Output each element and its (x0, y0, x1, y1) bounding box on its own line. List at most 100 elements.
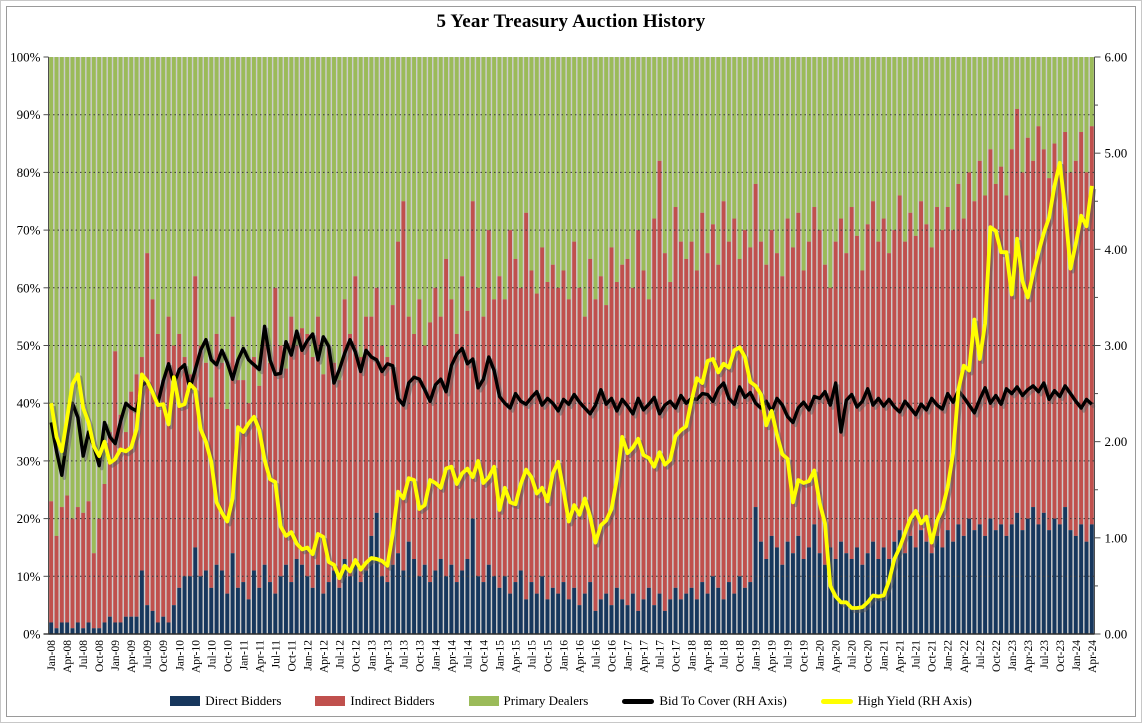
svg-text:Jul-09: Jul-09 (142, 640, 154, 669)
svg-text:Jan-14: Jan-14 (430, 640, 442, 671)
svg-text:50%: 50% (17, 338, 41, 353)
svg-text:100%: 100% (10, 50, 41, 65)
x-axis-labels: Jan-08 Apr-08 Jul-08 Oct-08 Jan-09 Apr-09 Jul-… (46, 640, 1099, 673)
svg-text:Jan-23: Jan-23 (1007, 640, 1019, 671)
right-axis-labels: 0.00 1.00 2.00 3.00 4.00 5.00 6.00 (1094, 50, 1128, 642)
svg-text:Apr-10: Apr-10 (190, 640, 202, 673)
svg-text:1.00: 1.00 (1105, 530, 1128, 545)
svg-text:Jul-22: Jul-22 (975, 640, 987, 669)
svg-text:30%: 30% (17, 453, 41, 468)
svg-text:Jul-12: Jul-12 (334, 640, 346, 669)
legend-swatch-indirect-bidders (315, 696, 346, 706)
svg-text:Oct-21: Oct-21 (927, 640, 939, 672)
svg-text:80%: 80% (17, 165, 41, 180)
high-yield-line (49, 160, 1094, 610)
svg-text:Apr-16: Apr-16 (575, 640, 587, 673)
svg-text:Jan-11: Jan-11 (238, 640, 250, 670)
svg-text:Jan-16: Jan-16 (558, 640, 570, 671)
svg-text:2.00: 2.00 (1105, 434, 1128, 449)
svg-text:Jul-13: Jul-13 (398, 640, 410, 669)
left-axis-labels: 0% 10% 20% 30% 40% 50% 60% 70% 80% 90% 100% (10, 50, 49, 642)
svg-text:Apr-18: Apr-18 (703, 640, 715, 673)
legend-item-indirect-bidders: Indirect Bidders (315, 693, 435, 709)
legend-label-bid-to-cover: Bid To Cover (RH Axis) (659, 693, 787, 708)
svg-text:Jul-23: Jul-23 (1039, 640, 1051, 669)
svg-text:Apr-20: Apr-20 (831, 640, 843, 673)
svg-text:Apr-15: Apr-15 (510, 640, 522, 673)
svg-text:Jul-17: Jul-17 (655, 640, 667, 669)
svg-text:Apr-11: Apr-11 (254, 640, 266, 673)
svg-text:Jan-20: Jan-20 (815, 640, 827, 671)
svg-text:Jul-21: Jul-21 (911, 640, 923, 669)
svg-text:0%: 0% (23, 627, 41, 642)
svg-text:Apr-14: Apr-14 (446, 640, 458, 673)
svg-text:Oct-17: Oct-17 (671, 640, 683, 672)
svg-text:Oct-20: Oct-20 (863, 640, 875, 672)
svg-text:Jan-22: Jan-22 (943, 640, 955, 671)
svg-text:Jul-14: Jul-14 (462, 640, 474, 669)
legend-item-high-yield: High Yield (RH Axis) (820, 693, 972, 709)
svg-text:Jul-15: Jul-15 (526, 640, 538, 669)
stacked-bars-group (49, 57, 1094, 634)
bid-to-cover-line (49, 324, 1093, 477)
svg-text:Jul-20: Jul-20 (847, 640, 859, 669)
svg-text:Oct-19: Oct-19 (799, 640, 811, 672)
svg-text:Apr-12: Apr-12 (318, 640, 330, 673)
svg-text:Oct-11: Oct-11 (286, 640, 298, 672)
legend-item-bid-to-cover: Bid To Cover (RH Axis) (622, 693, 787, 709)
svg-text:Oct-18: Oct-18 (735, 640, 747, 672)
svg-text:Apr-23: Apr-23 (1023, 640, 1035, 673)
svg-text:Oct-14: Oct-14 (478, 640, 490, 672)
svg-text:Apr-22: Apr-22 (959, 640, 971, 673)
svg-text:40%: 40% (17, 396, 41, 411)
svg-text:Oct-13: Oct-13 (414, 640, 426, 672)
svg-text:Apr-09: Apr-09 (126, 640, 138, 673)
legend-swatch-primary-dealers (468, 696, 499, 706)
svg-text:Jul-11: Jul-11 (270, 640, 282, 669)
svg-text:70%: 70% (17, 223, 41, 238)
svg-text:6.00: 6.00 (1105, 50, 1128, 65)
svg-text:Oct-23: Oct-23 (1055, 640, 1067, 672)
svg-text:0.00: 0.00 (1105, 627, 1128, 642)
svg-text:3.00: 3.00 (1105, 338, 1128, 353)
svg-text:Oct-12: Oct-12 (350, 640, 362, 672)
svg-text:Oct-16: Oct-16 (607, 640, 619, 672)
legend-swatch-direct-bidders (170, 696, 201, 706)
svg-text:Apr-17: Apr-17 (639, 640, 651, 673)
svg-text:Jan-18: Jan-18 (687, 640, 699, 671)
svg-text:Jul-08: Jul-08 (78, 640, 90, 669)
chart-title: 5 Year Treasury Auction History (436, 11, 706, 32)
svg-text:Jan-17: Jan-17 (623, 640, 635, 671)
svg-text:Oct-10: Oct-10 (222, 640, 234, 672)
svg-text:Oct-09: Oct-09 (158, 640, 170, 672)
svg-text:Apr-19: Apr-19 (767, 640, 779, 673)
svg-text:Jan-15: Jan-15 (494, 640, 506, 671)
svg-text:5.00: 5.00 (1105, 146, 1128, 161)
legend-label-primary-dealers: Primary Dealers (503, 693, 589, 708)
legend-label-high-yield: High Yield (RH Axis) (857, 693, 972, 708)
legend-swatch-high-yield (820, 698, 853, 704)
svg-text:Apr-13: Apr-13 (382, 640, 394, 673)
legend: Direct Bidders Indirect Bidders Primary … (0, 693, 1142, 709)
svg-text:10%: 10% (17, 569, 41, 584)
svg-text:Jan-21: Jan-21 (879, 640, 891, 671)
svg-text:90%: 90% (17, 107, 41, 122)
svg-text:Jan-10: Jan-10 (174, 640, 186, 671)
legend-swatch-bid-to-cover (622, 698, 655, 704)
svg-text:Oct-15: Oct-15 (542, 640, 554, 672)
svg-text:Jan-24: Jan-24 (1071, 640, 1083, 671)
svg-text:Jan-08: Jan-08 (46, 640, 58, 671)
svg-text:Jan-13: Jan-13 (366, 640, 378, 671)
svg-text:Apr-21: Apr-21 (895, 640, 907, 673)
svg-text:Jul-18: Jul-18 (719, 640, 731, 669)
legend-item-primary-dealers: Primary Dealers (468, 693, 589, 709)
legend-label-direct-bidders: Direct Bidders (205, 693, 282, 708)
svg-text:Oct-08: Oct-08 (94, 640, 106, 672)
svg-text:60%: 60% (17, 280, 41, 295)
svg-text:Jul-19: Jul-19 (783, 640, 795, 669)
svg-text:Apr-08: Apr-08 (62, 640, 74, 673)
svg-text:Jan-19: Jan-19 (751, 640, 763, 671)
svg-text:Jul-16: Jul-16 (591, 640, 603, 669)
svg-text:Oct-22: Oct-22 (991, 640, 1003, 672)
